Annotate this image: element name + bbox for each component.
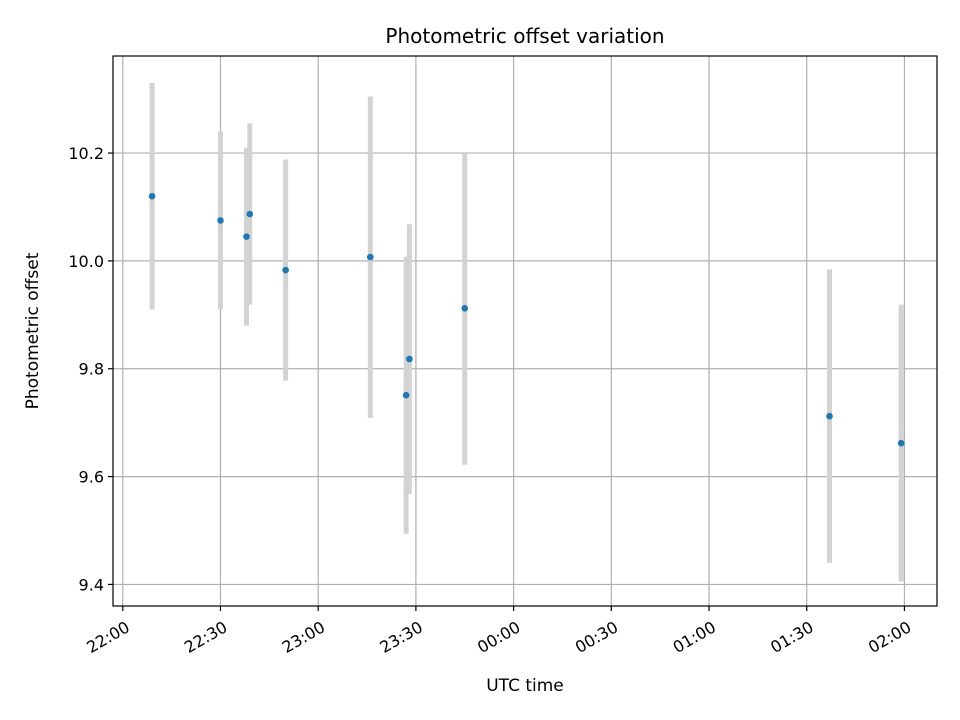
- y-tick-label: 9.8: [79, 360, 104, 379]
- y-axis-title: Photometric offset: [23, 252, 43, 409]
- data-point: [366, 253, 374, 261]
- data-point: [406, 355, 413, 363]
- y-tick-label: 9.6: [79, 468, 104, 487]
- grid: [113, 56, 937, 606]
- data-point: [282, 266, 289, 274]
- data-point: [148, 192, 156, 200]
- y-tick-label: 10.2: [68, 144, 104, 163]
- data-point: [461, 305, 469, 312]
- data-point: [897, 439, 905, 447]
- y-tick-label: 9.4: [79, 575, 104, 594]
- data-points: [148, 192, 905, 447]
- data-point: [243, 233, 250, 240]
- data-point: [217, 217, 224, 224]
- chart-title: Photometric offset variation: [385, 24, 664, 48]
- data-point: [402, 391, 410, 399]
- data-point: [246, 210, 254, 218]
- plot-frame: [112, 55, 938, 607]
- y-tick-label: 10.0: [68, 252, 104, 271]
- x-axis-title: UTC time: [486, 676, 564, 696]
- data-point: [826, 412, 833, 420]
